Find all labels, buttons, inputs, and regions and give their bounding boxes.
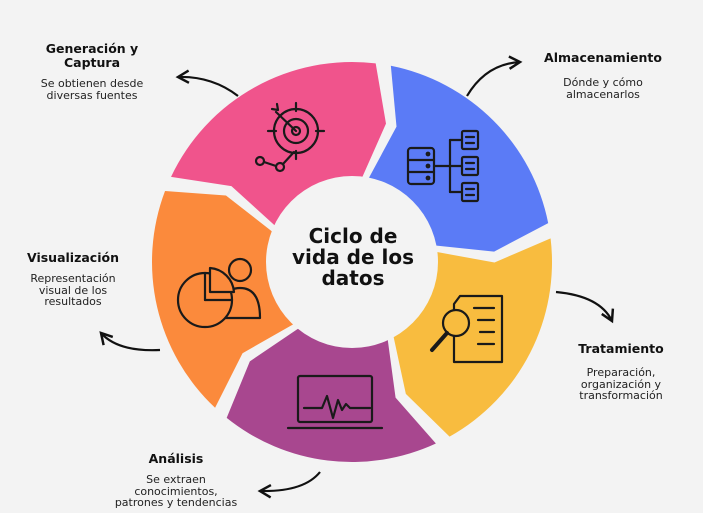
stage-almacenamiento-title: Almacenamiento <box>544 50 662 65</box>
center-title: Ciclo de vida de los datos <box>278 226 428 289</box>
document-search-icon <box>430 294 504 364</box>
pie-user-icon <box>176 257 262 329</box>
stage-visualizacion: Visualización Representación visual de l… <box>8 251 138 308</box>
stage-analisis-title: Análisis <box>148 451 204 466</box>
stage-analisis: Análisis Se extraen conocimientos, patro… <box>88 452 264 509</box>
stage-tratamiento: Tratamiento Preparación, organización y … <box>556 342 686 402</box>
stage-visualizacion-desc: Representación visual de los resultados <box>30 272 116 308</box>
stage-generacion-desc: Se obtienen desde diversas fuentes <box>40 77 144 102</box>
arrow-generacion <box>175 69 239 97</box>
center-title-line3: datos <box>321 266 385 290</box>
arrow-analisis <box>257 471 321 499</box>
server-icon <box>406 129 480 203</box>
stage-visualizacion-title: Visualización <box>27 250 119 265</box>
center-circle <box>266 176 438 348</box>
monitor-chart-icon <box>286 374 384 430</box>
stage-almacenamiento-desc: Dónde y cómo almacenarlos <box>563 76 643 101</box>
stage-tratamiento-desc: Preparación, organización y transformaci… <box>579 366 663 402</box>
stage-generacion-title-2: Captura <box>63 55 121 70</box>
stage-generacion-title-1: Generación y <box>45 41 139 56</box>
stage-analisis-desc: Se extraen conocimientos, patrones y ten… <box>114 473 238 509</box>
center-title-line2: vida de los <box>291 245 414 269</box>
segment-almacenamiento <box>368 65 549 252</box>
stage-tratamiento-title: Tratamiento <box>578 341 664 356</box>
target-icon <box>254 101 326 173</box>
center-title-line1: Ciclo de <box>308 224 398 248</box>
arrow-visualizacion <box>99 331 161 352</box>
segment-analisis <box>226 328 436 462</box>
stage-almacenamiento: Almacenamiento Dónde y cómo almacenarlos <box>528 51 678 100</box>
stage-generacion: Generación y Captura Se obtienen desde d… <box>14 42 170 101</box>
arrow-tratamiento <box>555 290 615 324</box>
arrow-almacenamiento <box>466 55 523 97</box>
